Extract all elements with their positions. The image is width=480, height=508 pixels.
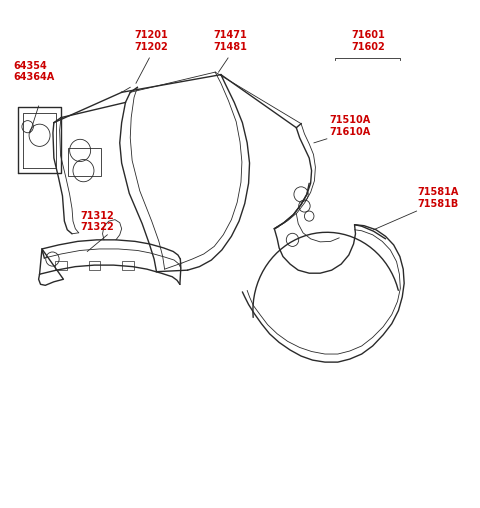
Bar	[89, 261, 100, 270]
Bar	[55, 261, 67, 270]
Text: 71581A
71581B: 71581A 71581B	[418, 187, 459, 208]
Text: 71510A
71610A: 71510A 71610A	[330, 115, 371, 137]
Text: 71201
71202: 71201 71202	[135, 30, 168, 52]
Text: 71471
71481: 71471 71481	[214, 30, 247, 52]
Text: 71601
71602: 71601 71602	[351, 30, 385, 52]
Text: 64354
64364A: 64354 64364A	[13, 60, 55, 82]
Bar	[122, 261, 133, 270]
Text: 71312
71322: 71312 71322	[80, 211, 114, 232]
